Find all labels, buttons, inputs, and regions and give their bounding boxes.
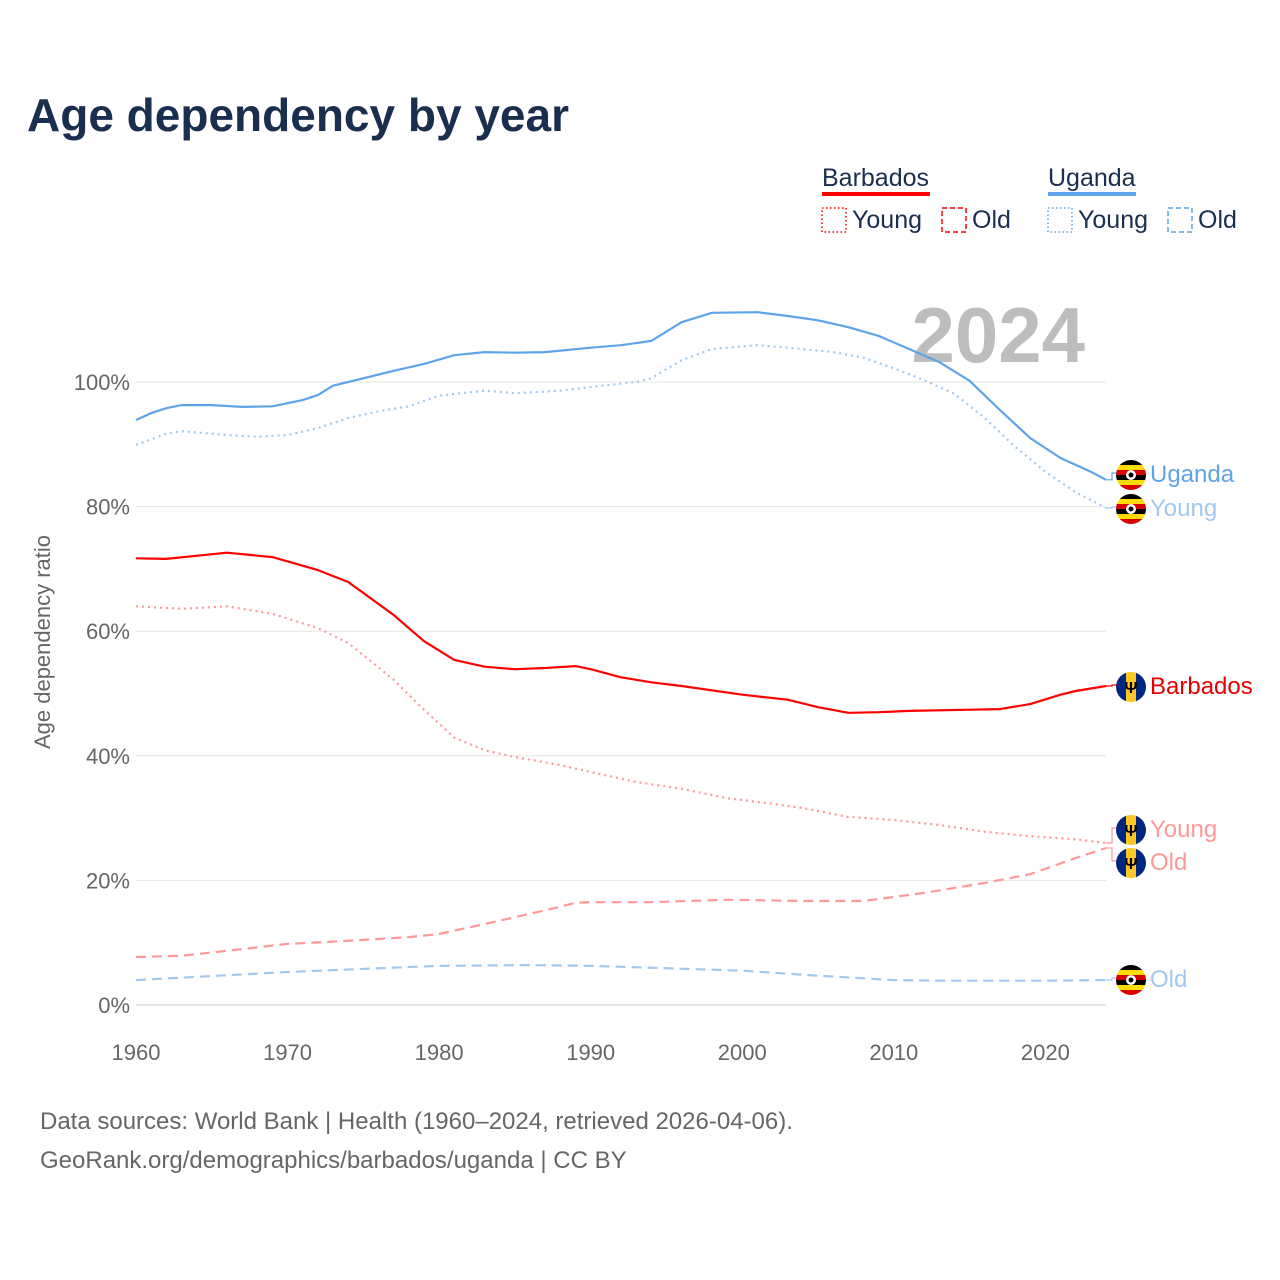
y-axis-label: Age dependency ratio: [30, 535, 55, 749]
barbados-flag-icon: Ψ: [1116, 848, 1146, 878]
legend-item-old[interactable]: Old: [972, 206, 1011, 234]
legend-group-underline: [822, 192, 930, 196]
uganda-flag-icon: [1116, 460, 1146, 490]
x-tick-label: 1980: [415, 1040, 464, 1065]
barbados-flag-icon: Ψ: [1116, 672, 1146, 702]
end-label: Old: [1150, 966, 1187, 993]
x-tick-label: 2020: [1021, 1040, 1070, 1065]
barbados-flag-icon: Ψ: [1116, 815, 1146, 845]
legend-group-barbados[interactable]: Barbados: [822, 164, 929, 192]
chart-title: Age dependency by year: [27, 89, 569, 141]
legend-item-young[interactable]: Young: [1078, 206, 1148, 234]
label-connector: [1106, 977, 1118, 981]
label-connector: [1106, 847, 1118, 862]
y-tick-label: 20%: [86, 868, 130, 893]
y-tick-label: 60%: [86, 619, 130, 644]
source-note: Data sources: World Bank | Health (1960–…: [40, 1108, 793, 1135]
uganda-flag-icon: [1116, 965, 1146, 995]
x-tick-label: 1990: [566, 1040, 615, 1065]
legend-item-young[interactable]: Young: [852, 206, 922, 234]
source-url[interactable]: GeoRank.org/demographics/barbados/uganda…: [40, 1147, 627, 1174]
legend-swatch-old[interactable]: [1167, 207, 1193, 233]
end-label: Young: [1150, 495, 1217, 522]
end-label: Old: [1150, 849, 1187, 876]
legend-group-underline: [1048, 192, 1136, 196]
x-tick-label: 2000: [718, 1040, 767, 1065]
x-tick-label: 1960: [112, 1040, 161, 1065]
svg-text:Ψ: Ψ: [1125, 680, 1138, 697]
y-tick-label: 80%: [86, 495, 130, 520]
x-tick-label: 1970: [263, 1040, 312, 1065]
end-label: Uganda: [1150, 461, 1235, 488]
series-line-uganda-old: [135, 964, 1107, 982]
end-label: Young: [1150, 816, 1217, 843]
series-line-barbados-old: [135, 846, 1107, 959]
legend-swatch-young[interactable]: [1047, 207, 1073, 233]
x-tick-label: 2010: [869, 1040, 918, 1065]
y-tick-label: 0%: [98, 993, 130, 1018]
series-line-barbados-young: [135, 605, 1107, 845]
end-label: Barbados: [1150, 673, 1253, 700]
legend-group-uganda[interactable]: Uganda: [1048, 164, 1136, 192]
series-line-uganda: [135, 311, 1107, 481]
uganda-flag-icon: [1116, 494, 1146, 524]
year-watermark: 2024: [911, 291, 1085, 379]
legend-item-old[interactable]: Old: [1198, 206, 1237, 234]
label-connector: [1106, 684, 1118, 687]
label-connector: [1106, 506, 1118, 509]
legend-swatch-old[interactable]: [941, 207, 967, 233]
svg-text:Ψ: Ψ: [1125, 823, 1138, 840]
y-tick-label: 40%: [86, 744, 130, 769]
label-connector: [1106, 827, 1118, 844]
legend-swatch-young[interactable]: [821, 207, 847, 233]
series-line-barbados: [135, 551, 1107, 714]
label-connector: [1106, 472, 1118, 481]
svg-text:Ψ: Ψ: [1125, 856, 1138, 873]
y-tick-label: 100%: [74, 370, 130, 395]
